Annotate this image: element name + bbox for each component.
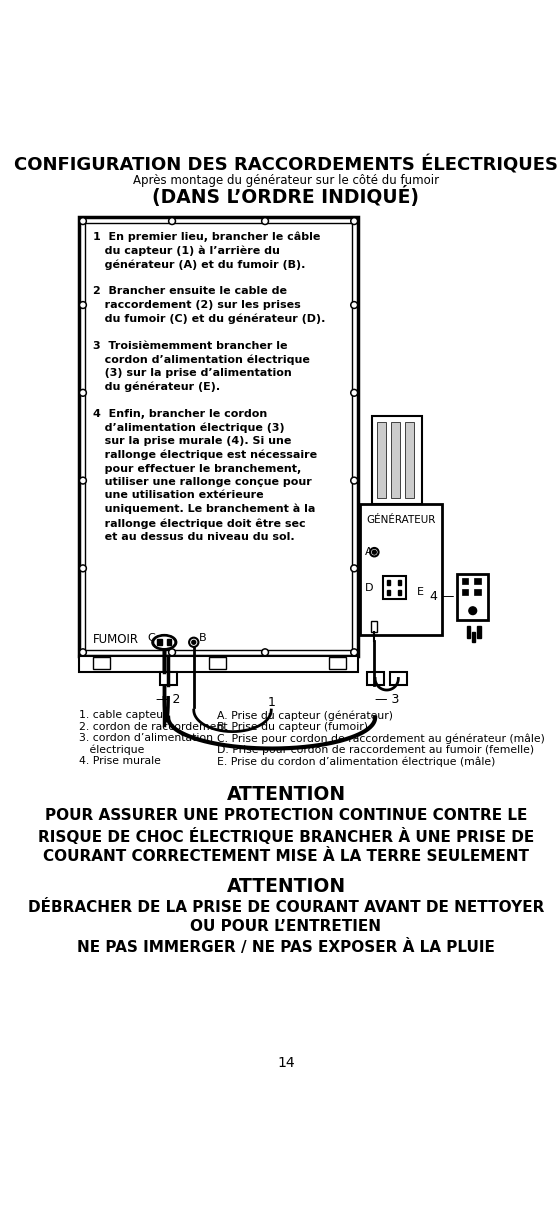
Circle shape (262, 649, 268, 656)
Bar (167, 639, 171, 645)
Bar (478, 626, 481, 638)
Bar (157, 639, 162, 645)
Circle shape (263, 220, 267, 223)
Ellipse shape (155, 637, 174, 648)
Text: 2. cordon de raccordement: 2. cordon de raccordement (79, 721, 228, 732)
Circle shape (263, 650, 267, 654)
Bar (462, 589, 468, 594)
Text: A: A (365, 548, 373, 558)
Circle shape (79, 389, 86, 396)
Text: 1. cable capteur: 1. cable capteur (79, 710, 167, 720)
Circle shape (350, 565, 358, 572)
Text: D: D (365, 583, 373, 593)
Bar (360, 504, 442, 636)
Bar (462, 578, 468, 583)
Bar (209, 656, 227, 670)
Text: — 2: — 2 (156, 693, 180, 706)
Circle shape (81, 220, 85, 223)
Circle shape (350, 217, 358, 224)
Text: E: E (417, 587, 424, 598)
Text: D. Prise pour cordon de raccordement au fumoir (femelle): D. Prise pour cordon de raccordement au … (217, 744, 534, 755)
Text: — 3: — 3 (374, 693, 399, 706)
Text: GÉNÉRATEUR: GÉNÉRATEUR (366, 515, 435, 526)
Text: DÉBRACHER DE LA PRISE DE COURANT AVANT DE NETTOYER
OU POUR L’ENTRETIEN
NE PAS IM: DÉBRACHER DE LA PRISE DE COURANT AVANT D… (28, 900, 544, 955)
Text: électrique: électrique (79, 744, 145, 755)
Text: FUMOIR: FUMOIR (93, 633, 139, 647)
Circle shape (352, 566, 356, 570)
Text: 4. Prise murale: 4. Prise murale (79, 756, 161, 766)
Bar (457, 573, 488, 620)
Circle shape (79, 649, 86, 656)
Circle shape (352, 303, 356, 307)
Text: 14: 14 (277, 1057, 295, 1070)
Text: CONFIGURATION DES RACCORDEMENTS ÉLECTRIQUES: CONFIGURATION DES RACCORDEMENTS ÉLECTRIQ… (14, 156, 558, 174)
Circle shape (169, 649, 176, 656)
Text: 3. cordon d’alimentation: 3. cordon d’alimentation (79, 733, 213, 743)
Bar (79, 217, 358, 656)
Bar (79, 656, 358, 671)
Circle shape (352, 390, 356, 395)
Circle shape (350, 301, 358, 309)
Bar (367, 671, 384, 686)
Bar (397, 590, 401, 594)
Circle shape (81, 478, 85, 482)
Bar (329, 656, 345, 670)
Circle shape (79, 477, 86, 484)
Bar (372, 416, 422, 504)
Circle shape (79, 217, 86, 224)
Bar (383, 576, 406, 599)
Text: C: C (147, 633, 155, 643)
Circle shape (81, 390, 85, 395)
Text: C. Prise pour cordon de raccordement au générateur (mâle): C. Prise pour cordon de raccordement au … (217, 733, 545, 744)
Circle shape (352, 220, 356, 223)
Circle shape (350, 389, 358, 396)
Circle shape (350, 649, 358, 656)
Text: ATTENTION: ATTENTION (227, 784, 345, 804)
Bar (391, 422, 400, 498)
Circle shape (192, 640, 196, 644)
Circle shape (350, 477, 358, 484)
Bar (397, 580, 401, 584)
Bar (85, 223, 352, 650)
Bar (387, 590, 390, 594)
Bar (377, 422, 386, 498)
Circle shape (79, 565, 86, 572)
Text: (DANS L’ORDRE INDIQUÉ): (DANS L’ORDRE INDIQUÉ) (152, 187, 420, 207)
Circle shape (352, 650, 356, 654)
Circle shape (81, 650, 85, 654)
Circle shape (169, 217, 176, 224)
Circle shape (79, 301, 86, 309)
Circle shape (81, 566, 85, 570)
Circle shape (372, 550, 376, 554)
Bar (387, 580, 390, 584)
Circle shape (189, 638, 199, 647)
Circle shape (81, 303, 85, 307)
Text: B: B (199, 633, 207, 643)
Bar (474, 589, 480, 594)
Text: B. Prise du capteur (fumoir): B. Prise du capteur (fumoir) (217, 721, 368, 732)
Bar (160, 671, 177, 686)
Bar (474, 578, 480, 583)
Circle shape (170, 220, 174, 223)
Text: ATTENTION: ATTENTION (227, 877, 345, 897)
Circle shape (170, 650, 174, 654)
Bar (405, 422, 414, 498)
Bar (390, 671, 407, 686)
Text: A. Prise du capteur (générateur): A. Prise du capteur (générateur) (217, 710, 393, 721)
Bar (371, 621, 377, 632)
Text: 1: 1 (267, 697, 275, 709)
Text: 1  En premier lieu, brancher le câble
   du capteur (1) à l’arrière du
   généra: 1 En premier lieu, brancher le câble du … (93, 231, 325, 542)
Text: E. Prise du cordon d’alimentation électrique (mâle): E. Prise du cordon d’alimentation électr… (217, 756, 496, 766)
Circle shape (370, 548, 378, 556)
Text: POUR ASSURER UNE PROTECTION CONTINUE CONTRE LE
RISQUE DE CHOC ÉLECTRIQUE BRANCHE: POUR ASSURER UNE PROTECTION CONTINUE CON… (38, 808, 534, 864)
Ellipse shape (152, 634, 177, 650)
Bar (93, 656, 110, 670)
Bar (466, 626, 470, 638)
Text: 4 —: 4 — (430, 590, 454, 604)
Circle shape (352, 478, 356, 482)
Bar (472, 632, 475, 642)
Circle shape (262, 217, 268, 224)
Circle shape (469, 606, 477, 615)
Text: Après montage du générateur sur le côté du fumoir: Après montage du générateur sur le côté … (133, 174, 439, 187)
